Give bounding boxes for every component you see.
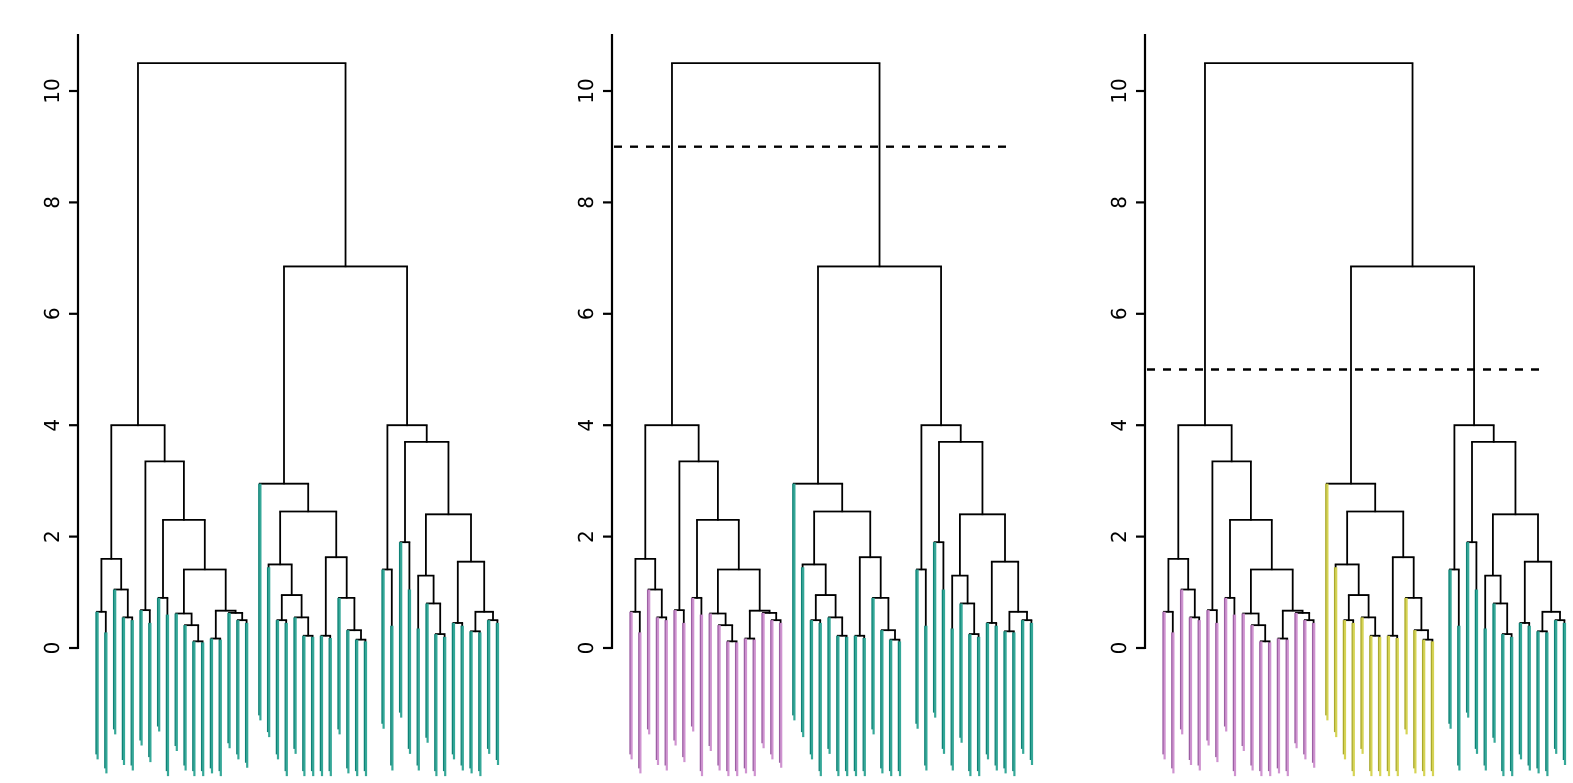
axis-tick-label: 6: [574, 307, 598, 320]
panel-3-dendrogram-3: 0 2 4 6 8 10: [1107, 34, 1567, 777]
axis-tick-label: 8: [40, 196, 64, 209]
axis-tick-label: 0: [40, 642, 64, 655]
axis-tick-label: 6: [40, 307, 64, 320]
axis-tick-label: 8: [574, 196, 598, 209]
axis-tick-label: 10: [40, 78, 64, 103]
y-axis: 0 2 4 6 8 10: [1107, 34, 1147, 655]
dendrogram-tree: [95, 62, 500, 777]
axis-tick-label: 2: [1107, 530, 1131, 543]
dendrogram-tree: [629, 62, 1034, 777]
axis-tick-label: 6: [1107, 307, 1131, 320]
axis-tick-label: 4: [1107, 419, 1131, 432]
y-axis: 0 2 4 6 8 10: [574, 34, 614, 655]
y-axis: 0 2 4 6 8 10: [40, 34, 80, 655]
axis-tick-label: 8: [1107, 196, 1131, 209]
axis-tick-label: 4: [574, 419, 598, 432]
axis-tick-label: 2: [40, 530, 64, 543]
panel-2-dendrogram-2: 0 2 4 6 8 10: [574, 34, 1034, 777]
axis-tick-label: 10: [574, 78, 598, 103]
axis-tick-label: 10: [1107, 78, 1131, 103]
axis-tick-label: 2: [574, 530, 598, 543]
axis-tick-label: 4: [40, 419, 64, 432]
dendrogram-tree: [1162, 62, 1567, 777]
axis-tick-label: 0: [574, 642, 598, 655]
axis-tick-label: 0: [1107, 642, 1131, 655]
panel-1-dendrogram-1: 0 2 4 6 8 10: [40, 34, 500, 777]
